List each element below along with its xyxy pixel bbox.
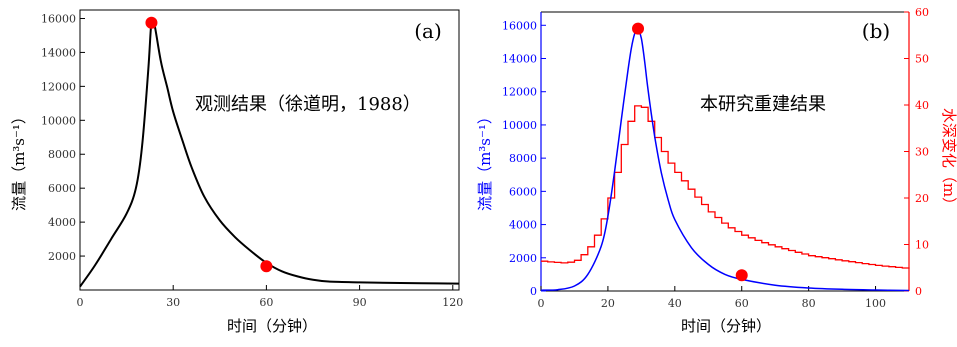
panel-b-annotation: 本研究重建结果 <box>700 94 826 115</box>
panel-b-x-ticks: 0 20 40 60 80 100 <box>538 286 886 310</box>
panel-b-right-y-tick-label: 20 <box>915 192 929 205</box>
panel-b-left-y-tick-label: 2000 <box>509 252 537 265</box>
panel-b-left-y-tick-label: 4000 <box>509 219 537 232</box>
panel-a-y-tick-label: 12000 <box>41 80 76 93</box>
panel-b-right-y-tick-label: 30 <box>915 146 929 159</box>
panel-a-x-ticks: 0 30 60 90 120 <box>77 285 463 309</box>
panel-b-left-y-tick-label: 14000 <box>502 53 537 66</box>
panel-a-y-tick-label: 16000 <box>41 12 76 25</box>
panel-b-markers <box>632 22 748 282</box>
panel-b-right-y-axis-title: 水深变化（m） <box>940 108 957 212</box>
panel-a-y-tick-label: 14000 <box>41 46 76 59</box>
panel-b-x-tick-label: 0 <box>538 297 545 310</box>
panel-b-right-y-ticks: 0 10 20 30 40 50 60 <box>904 6 929 298</box>
panel-a-y-ticks: 2000 4000 6000 8000 10000 12000 14000 16000 <box>41 12 85 263</box>
panel-b-label: (b) <box>862 19 890 43</box>
panel-b-x-tick-label: 40 <box>668 297 682 310</box>
panel-b: 0 2000 4000 6000 8000 10000 12000 14000 16000 0 1… <box>476 6 957 335</box>
panel-b-right-y-tick-label: 0 <box>915 285 922 298</box>
panel-b-x-tick-label: 100 <box>865 297 886 310</box>
panel-a-series-line <box>79 17 460 288</box>
panel-a-y-tick-label: 2000 <box>48 250 76 263</box>
panel-a-x-axis-title: 时间（分钟） <box>227 317 317 335</box>
panel-a-frame <box>79 9 460 291</box>
panel-a-y-tick-label: 8000 <box>48 148 76 161</box>
panel-a-label: (a) <box>414 19 442 43</box>
panel-b-x-tick-label: 20 <box>601 297 615 310</box>
panel-a-y-tick-label: 6000 <box>48 182 76 195</box>
panel-b-x-axis-title: 时间（分钟） <box>681 317 771 335</box>
panel-a: 2000 4000 6000 8000 10000 12000 14000 16000 0 30… <box>10 9 463 335</box>
panel-a-x-tick-label: 30 <box>166 296 180 309</box>
panel-b-x-tick-label: 80 <box>802 297 816 310</box>
panel-a-marker <box>145 16 158 29</box>
panel-b-left-y-tick-label: 12000 <box>502 86 537 99</box>
panel-b-marker <box>735 269 748 282</box>
panel-a-y-axis-title: 流量（m³s⁻¹） <box>10 109 28 211</box>
panel-a-markers <box>145 16 273 273</box>
panel-b-water-depth-line <box>541 105 910 269</box>
panel-a-marker <box>260 260 273 273</box>
panel-a-annotation: 观测结果（徐道明，1988） <box>195 94 421 115</box>
panel-a-y-tick-label: 4000 <box>48 216 76 229</box>
panel-a-x-tick-label: 90 <box>353 296 367 309</box>
panel-b-left-y-ticks: 0 2000 4000 6000 8000 10000 12000 14000 16000 <box>502 19 546 298</box>
panel-b-left-y-tick-label: 8000 <box>509 152 537 165</box>
panel-b-axes <box>540 11 910 292</box>
panel-b-right-y-tick-label: 40 <box>915 99 929 112</box>
panel-b-right-y-tick-label: 50 <box>915 53 929 66</box>
panel-b-left-y-tick-label: 6000 <box>509 185 537 198</box>
panel-b-left-y-tick-label: 10000 <box>502 119 537 132</box>
panel-a-x-tick-label: 0 <box>77 296 84 309</box>
panel-b-discharge-line <box>540 28 910 292</box>
panel-b-x-tick-label: 60 <box>735 297 749 310</box>
panel-b-left-y-tick-label: 16000 <box>502 19 537 32</box>
panel-b-left-y-tick-label: 0 <box>530 285 537 298</box>
panel-a-x-tick-label: 60 <box>259 296 273 309</box>
panel-b-right-y-tick-label: 10 <box>915 239 929 252</box>
panel-a-y-tick-label: 10000 <box>41 114 76 127</box>
panel-b-left-y-axis-title: 流量（m³s⁻¹） <box>476 109 494 211</box>
panel-a-x-tick-label: 120 <box>442 296 463 309</box>
panel-b-right-y-tick-label: 60 <box>915 6 929 19</box>
panel-b-marker <box>632 22 645 35</box>
